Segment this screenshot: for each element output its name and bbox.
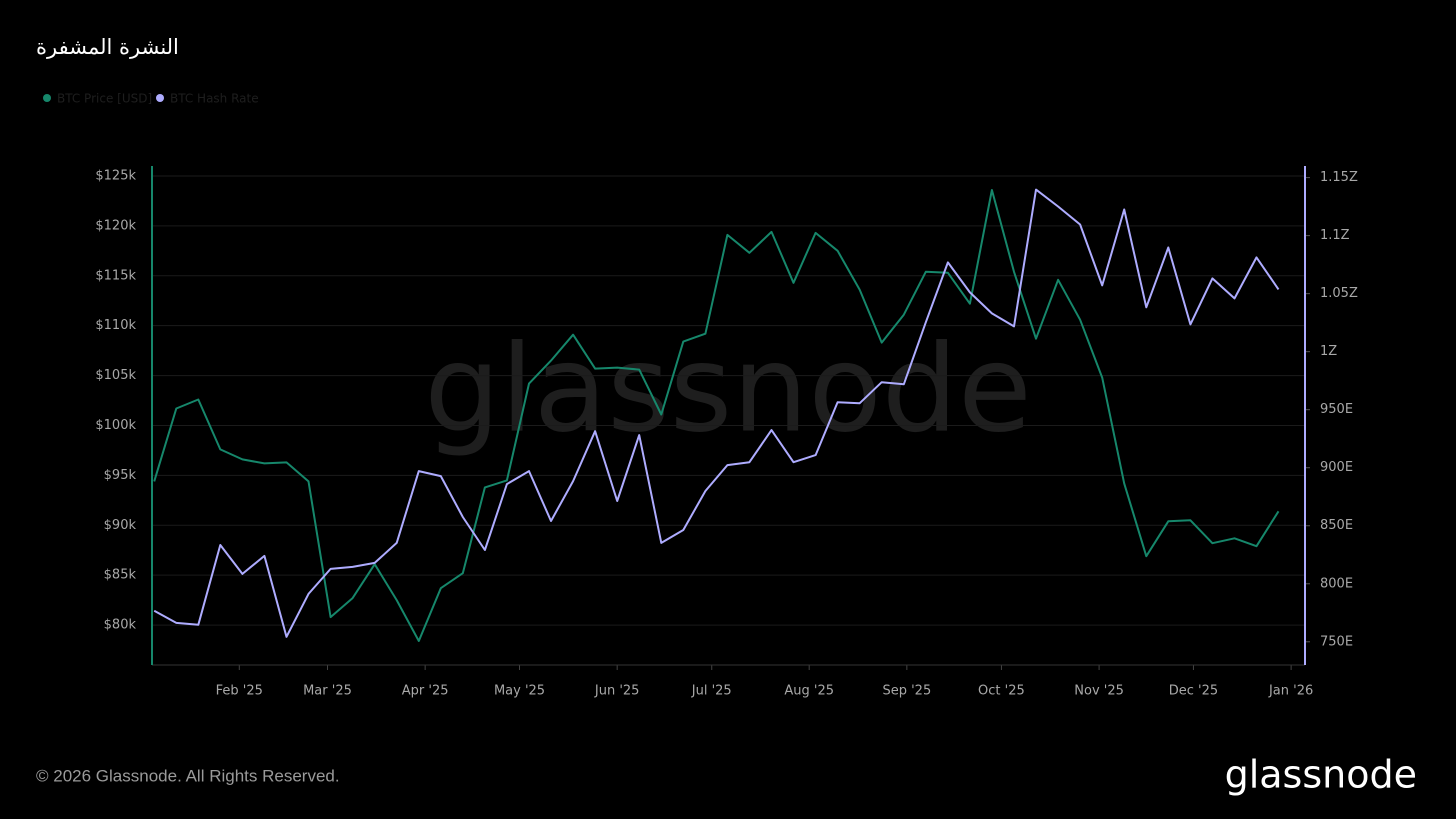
y-tick-label: $120k [95,218,136,233]
legend-marker [43,94,51,102]
y2-tick-label: 1Z [1320,344,1337,359]
y-tick-label: $115k [95,268,136,283]
x-tick-label: Nov '25 [1074,684,1124,699]
y2-tick-label: 1.1Z [1320,228,1350,243]
y2-tick-label: 750E [1320,634,1353,649]
series-line [153,189,1280,642]
y-tick-label: $90k [104,518,137,533]
legend-label: BTC Price [USD] [57,92,152,106]
copyright: © 2026 Glassnode. All Rights Reserved. [36,766,340,785]
y-tick-label: $105k [95,368,136,383]
x-tick-label: Apr '25 [402,684,449,699]
logo: glassnode [1225,753,1417,797]
y-tick-label: $95k [104,468,137,483]
x-tick-label: Dec '25 [1169,684,1218,699]
x-tick-label: Oct '25 [978,684,1025,699]
y2-tick-label: 1.05Z [1320,286,1358,301]
x-tick-label: Aug '25 [784,684,834,699]
x-tick-label: Jun '25 [594,684,640,699]
watermark: glassnode [424,321,1032,460]
x-tick-label: Jan '26 [1268,684,1313,699]
y2-tick-label: 900E [1320,460,1353,475]
x-tick-label: May '25 [494,684,545,699]
x-tick-label: Jul '25 [691,684,732,699]
y-tick-label: $80k [104,618,137,633]
y2-tick-label: 950E [1320,402,1353,417]
x-tick-label: Feb '25 [216,684,263,699]
y-tick-label: $100k [95,418,136,433]
y2-tick-label: 1.15Z [1320,170,1358,185]
y2-tick-label: 800E [1320,576,1353,591]
x-tick-label: Mar '25 [303,684,352,699]
legend-label: BTC Hash Rate [170,92,259,106]
legend-marker [156,94,164,102]
chart-title: النشرة المشفرة [36,35,179,59]
y2-tick-label: 850E [1320,518,1353,533]
series-line [153,188,1280,638]
y-tick-label: $110k [95,318,136,333]
x-tick-label: Sep '25 [882,684,931,699]
y-tick-label: $125k [95,168,136,183]
y-tick-label: $85k [104,568,137,583]
